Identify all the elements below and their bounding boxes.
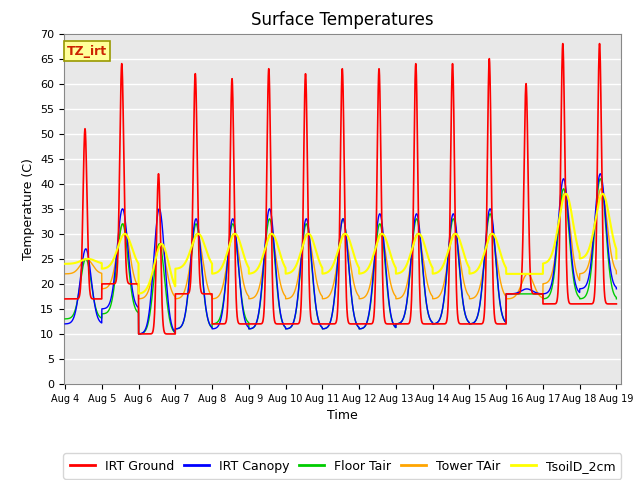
IRT Ground: [465, 321, 472, 327]
Line: IRT Canopy: IRT Canopy: [65, 174, 616, 334]
Tower TAir: [502, 296, 510, 302]
IRT Canopy: [161, 250, 168, 255]
Tower TAir: [465, 292, 472, 298]
Floor Tair: [61, 316, 69, 322]
Tower TAir: [612, 267, 620, 273]
TsoilD_2cm: [161, 244, 168, 250]
Text: TZ_irt: TZ_irt: [67, 45, 107, 58]
Floor Tair: [321, 326, 328, 332]
Tower TAir: [495, 274, 503, 279]
IRT Ground: [496, 321, 504, 327]
IRT Canopy: [61, 321, 69, 327]
TsoilD_2cm: [465, 263, 472, 269]
TsoilD_2cm: [135, 291, 143, 297]
Tower TAir: [434, 295, 442, 300]
TsoilD_2cm: [599, 191, 607, 197]
Floor Tair: [434, 319, 442, 325]
IRT Ground: [321, 321, 328, 327]
TsoilD_2cm: [612, 256, 620, 262]
IRT Ground: [135, 331, 143, 337]
Floor Tair: [596, 176, 604, 181]
IRT Canopy: [612, 286, 620, 292]
Floor Tair: [161, 272, 168, 278]
IRT Ground: [161, 329, 168, 335]
Line: Floor Tair: Floor Tair: [65, 179, 616, 334]
IRT Canopy: [321, 326, 328, 332]
Tower TAir: [320, 296, 328, 301]
TsoilD_2cm: [612, 245, 620, 251]
Floor Tair: [465, 319, 472, 324]
X-axis label: Time: Time: [327, 409, 358, 422]
Y-axis label: Temperature (C): Temperature (C): [22, 158, 35, 260]
Legend: IRT Ground, IRT Canopy, Floor Tair, Tower TAir, TsoilD_2cm: IRT Ground, IRT Canopy, Floor Tair, Towe…: [63, 453, 621, 479]
IRT Canopy: [612, 284, 620, 290]
IRT Ground: [434, 321, 442, 327]
Line: IRT Ground: IRT Ground: [65, 44, 616, 334]
Floor Tair: [612, 294, 620, 300]
IRT Canopy: [135, 331, 143, 337]
IRT Ground: [612, 301, 620, 307]
Tower TAir: [160, 252, 168, 258]
Floor Tair: [135, 331, 143, 337]
IRT Canopy: [596, 171, 604, 177]
Tower TAir: [612, 271, 620, 276]
Title: Surface Temperatures: Surface Temperatures: [251, 11, 434, 29]
TsoilD_2cm: [61, 261, 69, 267]
Tower TAir: [597, 186, 605, 192]
TsoilD_2cm: [496, 247, 504, 253]
IRT Canopy: [434, 319, 442, 325]
IRT Canopy: [496, 297, 504, 302]
IRT Ground: [612, 301, 620, 307]
Line: TsoilD_2cm: TsoilD_2cm: [65, 194, 616, 294]
TsoilD_2cm: [321, 271, 328, 276]
Floor Tair: [496, 298, 504, 303]
IRT Canopy: [465, 319, 472, 324]
TsoilD_2cm: [434, 269, 442, 275]
Line: Tower TAir: Tower TAir: [65, 189, 616, 299]
Tower TAir: [61, 271, 69, 277]
Floor Tair: [612, 296, 620, 302]
IRT Ground: [61, 296, 69, 302]
IRT Ground: [596, 41, 604, 47]
